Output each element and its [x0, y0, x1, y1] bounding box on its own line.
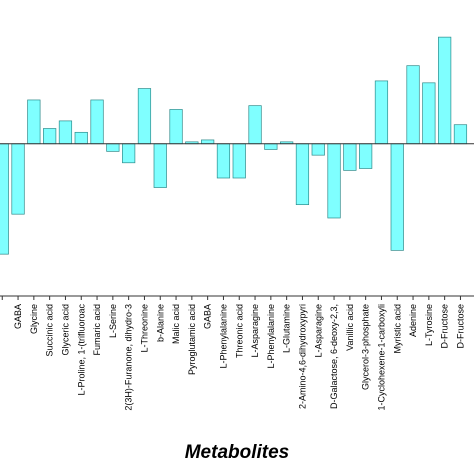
bar — [43, 128, 57, 145]
bar — [264, 143, 278, 150]
bar — [11, 143, 25, 215]
x-tick-label: GABA — [13, 304, 23, 329]
x-tick-label: Adenine — [408, 304, 418, 337]
x-tick-label: Vanillic acid — [345, 304, 355, 351]
x-tick-label: 2(3H)-Furanone, dihydro-3 — [124, 304, 134, 411]
x-tick-label: Glycine — [29, 304, 39, 334]
bar — [74, 131, 88, 145]
x-tick-label: Succinic acid — [45, 304, 55, 357]
x-tick-labels-group: GABA Glycine Succinic acid Glyceric acid L-P… — [13, 304, 465, 411]
x-tick-label: Fumaric acid — [92, 304, 102, 356]
bar — [406, 65, 420, 145]
x-tick-label: D-Galactose, 6-deoxy-2,3, — [329, 304, 339, 409]
x-tick-label: Myristic acid — [392, 304, 402, 354]
x-tick-label: Glyceric acid — [60, 304, 70, 356]
x-tick-label: D-Fructose — [440, 304, 450, 349]
bar — [343, 143, 357, 171]
bar — [390, 143, 404, 251]
x-tick-label: Glycerol-3-phosphate — [361, 304, 371, 390]
x-tick-label: L-Serine — [108, 304, 118, 338]
bar — [153, 143, 167, 188]
bar — [359, 143, 373, 169]
bars-group — [0, 36, 468, 255]
bar — [438, 36, 452, 145]
x-tick-label: L-Glutamine — [282, 304, 292, 353]
x-tick-label: L-Proline, 1-(trifluoroac — [76, 304, 86, 396]
bar — [327, 143, 341, 219]
x-tick-label: L-Tyrosine — [424, 304, 434, 346]
bar — [422, 82, 436, 145]
bar — [453, 124, 468, 145]
bar — [311, 143, 325, 156]
x-tick-label: Threonic acid — [234, 304, 244, 358]
bar — [27, 99, 41, 145]
bar — [169, 109, 183, 145]
bar — [106, 143, 120, 152]
bar — [374, 80, 389, 145]
bar — [248, 105, 262, 145]
bar — [0, 143, 9, 255]
x-tick-label: Pyroglutamic acid — [187, 304, 197, 375]
x-tick-label: 2-Amino-4,6-dihydroxypyri — [297, 304, 307, 409]
bar — [90, 99, 104, 145]
x-tick-label: L-Phenylalanine — [266, 304, 276, 369]
x-tick-label: GABA — [203, 304, 213, 329]
x-ticks-group — [1, 296, 461, 300]
bar — [201, 139, 215, 145]
x-tick-label: Malic acid — [171, 304, 181, 344]
bar — [216, 143, 231, 179]
x-tick-label: L-Asparagine — [313, 304, 323, 358]
x-tick-label: b-Alanine — [155, 304, 165, 342]
x-tick-label: 1-Cyclohexene-1-carboxyli — [376, 304, 386, 411]
x-axis-title: Metabolites — [185, 442, 290, 463]
x-tick-label: L-Threonine — [139, 304, 149, 353]
bar — [295, 143, 310, 206]
x-tick-label: L-Asparagine — [250, 304, 260, 358]
bar — [137, 88, 152, 145]
x-tick-label: D-Fructose — [455, 304, 465, 349]
x-tick-label: L-Phenylalanine — [218, 304, 228, 369]
bar — [232, 143, 246, 179]
bar — [122, 143, 136, 164]
bar — [58, 120, 73, 145]
